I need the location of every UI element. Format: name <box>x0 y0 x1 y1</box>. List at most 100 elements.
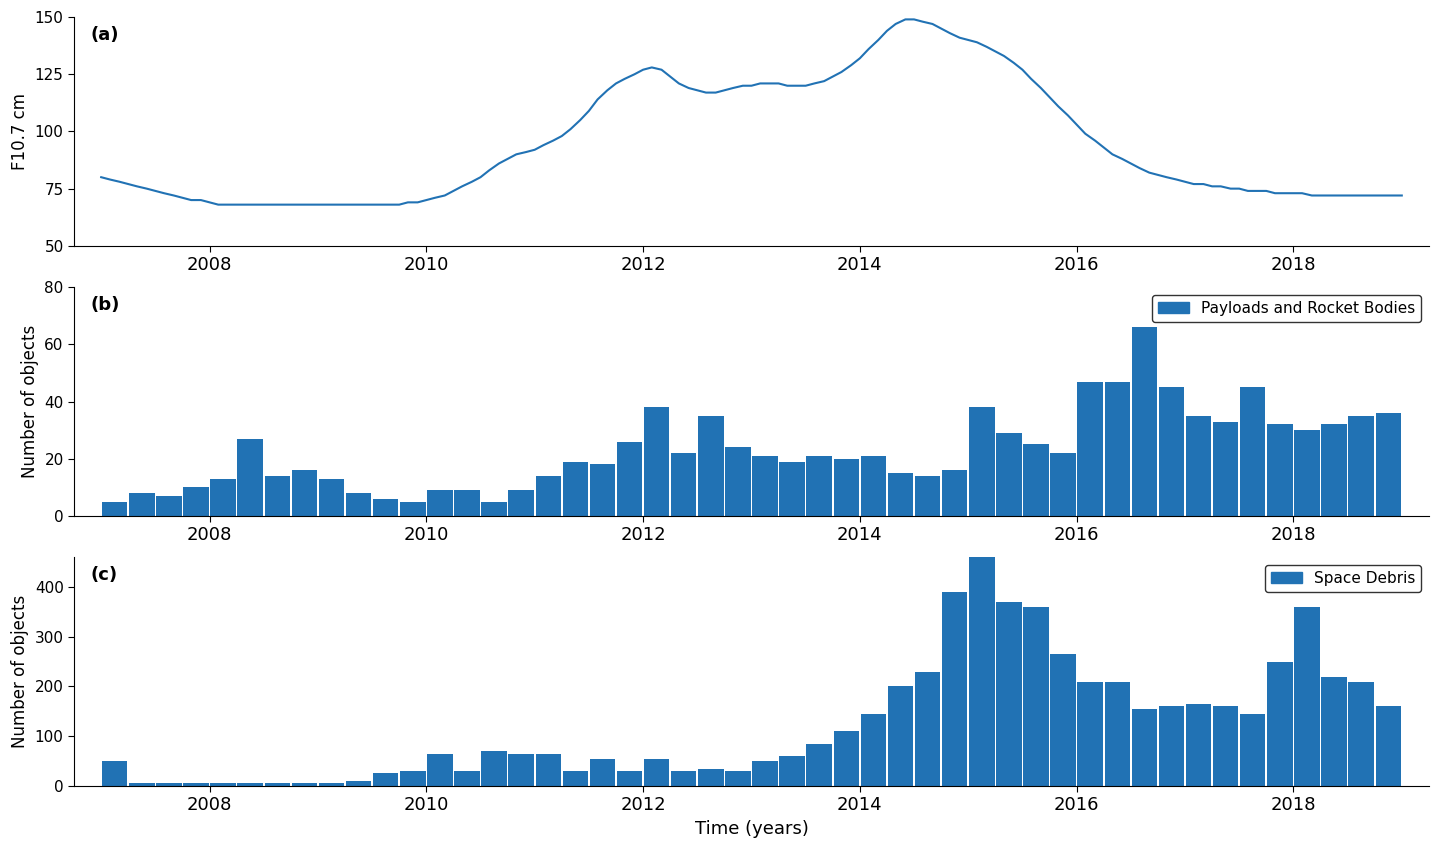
Bar <box>1185 704 1211 786</box>
Bar <box>156 496 181 516</box>
Bar <box>779 462 805 516</box>
Bar <box>210 479 236 516</box>
Bar <box>914 672 940 786</box>
Bar <box>1024 607 1048 786</box>
Bar <box>508 490 534 516</box>
Bar <box>752 456 778 516</box>
Bar <box>969 557 995 786</box>
Bar <box>536 754 562 786</box>
Bar <box>265 475 289 516</box>
Bar <box>536 475 562 516</box>
Bar <box>806 456 832 516</box>
Bar <box>454 771 480 786</box>
Bar <box>969 408 995 516</box>
Bar <box>996 433 1021 516</box>
Bar <box>942 470 968 516</box>
Bar <box>400 502 425 516</box>
Bar <box>590 464 615 516</box>
Bar <box>590 758 615 786</box>
Bar <box>1267 424 1293 516</box>
Legend: Space Debris: Space Debris <box>1264 565 1421 592</box>
Bar <box>454 490 480 516</box>
Bar <box>752 761 778 786</box>
Bar <box>726 771 750 786</box>
Bar <box>1322 424 1346 516</box>
Bar <box>698 416 723 516</box>
Bar <box>1104 381 1130 516</box>
Bar <box>861 714 886 786</box>
Bar <box>1077 682 1103 786</box>
Bar <box>888 473 913 516</box>
Bar <box>914 475 940 516</box>
Bar <box>292 784 317 786</box>
Bar <box>1185 416 1211 516</box>
Bar <box>834 731 860 786</box>
Bar <box>1132 327 1158 516</box>
Bar <box>834 458 860 516</box>
Bar <box>1240 387 1266 516</box>
Bar <box>1212 421 1238 516</box>
Bar <box>1375 413 1401 516</box>
Legend: Payloads and Rocket Bodies: Payloads and Rocket Bodies <box>1152 295 1421 322</box>
Bar <box>861 456 886 516</box>
Bar <box>1375 706 1401 786</box>
Bar <box>1267 661 1293 786</box>
Bar <box>698 768 723 786</box>
Bar <box>481 751 507 786</box>
Bar <box>671 453 697 516</box>
Bar <box>508 754 534 786</box>
Bar <box>481 502 507 516</box>
Bar <box>156 784 181 786</box>
Bar <box>942 592 968 786</box>
Bar <box>265 784 289 786</box>
Bar <box>102 502 128 516</box>
Bar <box>563 771 588 786</box>
Bar <box>779 756 805 786</box>
Y-axis label: F10.7 cm: F10.7 cm <box>12 93 29 170</box>
Bar <box>644 758 670 786</box>
Bar <box>238 439 264 516</box>
Bar <box>1295 430 1319 516</box>
Text: (c): (c) <box>91 566 118 584</box>
Bar <box>130 784 154 786</box>
Bar <box>428 754 452 786</box>
Bar <box>292 470 317 516</box>
Bar <box>318 784 344 786</box>
Bar <box>888 687 913 786</box>
Y-axis label: Number of objects: Number of objects <box>20 325 39 478</box>
Bar <box>238 784 264 786</box>
Bar <box>1348 682 1374 786</box>
Bar <box>1295 607 1319 786</box>
Bar <box>1348 416 1374 516</box>
Bar <box>183 784 209 786</box>
Bar <box>1104 682 1130 786</box>
Bar <box>726 447 750 516</box>
Bar <box>1050 453 1076 516</box>
X-axis label: Time (years): Time (years) <box>694 820 808 838</box>
Bar <box>616 441 642 516</box>
Bar <box>346 493 372 516</box>
Bar <box>318 479 344 516</box>
Bar <box>1322 677 1346 786</box>
Bar <box>373 773 399 786</box>
Bar <box>671 771 697 786</box>
Bar <box>1077 381 1103 516</box>
Bar <box>1159 387 1184 516</box>
Bar <box>346 781 372 786</box>
Text: (a): (a) <box>91 26 120 44</box>
Bar <box>806 744 832 786</box>
Bar <box>996 602 1021 786</box>
Bar <box>373 498 399 516</box>
Bar <box>1024 444 1048 516</box>
Bar <box>1132 709 1158 786</box>
Text: (b): (b) <box>91 296 120 314</box>
Bar <box>428 490 452 516</box>
Bar <box>616 771 642 786</box>
Bar <box>563 462 588 516</box>
Bar <box>644 408 670 516</box>
Y-axis label: Number of objects: Number of objects <box>12 595 29 748</box>
Bar <box>400 771 425 786</box>
Bar <box>1050 655 1076 786</box>
Bar <box>1212 706 1238 786</box>
Bar <box>210 784 236 786</box>
